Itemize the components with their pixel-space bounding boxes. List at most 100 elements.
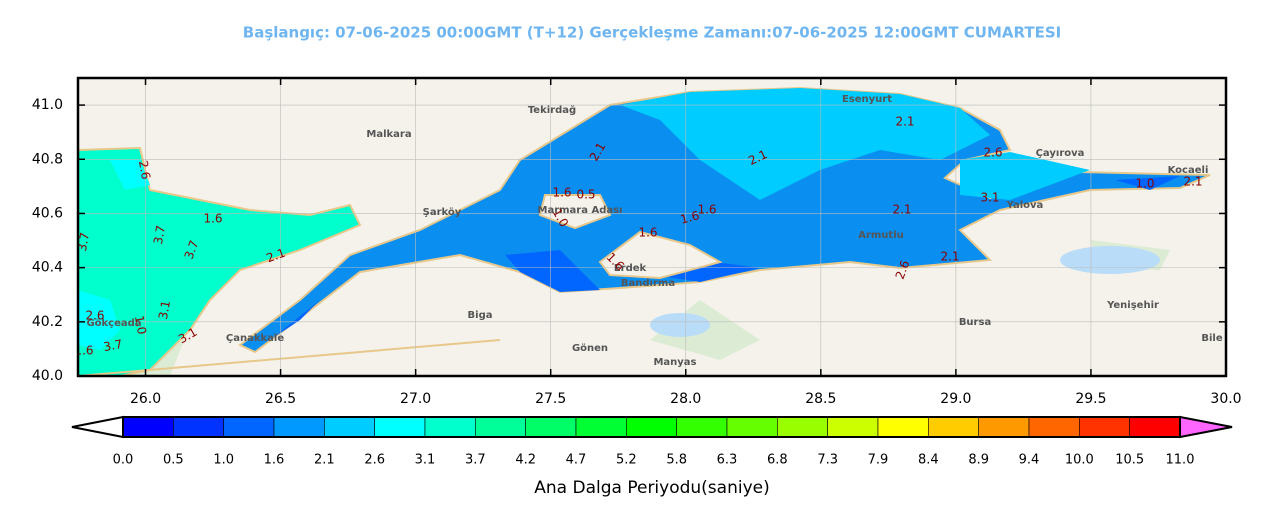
place-label: Erdek [614, 263, 647, 274]
aegean-sea [78, 146, 362, 376]
colorbar-swatch [676, 416, 728, 438]
colorbar-swatch [122, 416, 174, 438]
colorbar-swatch [626, 416, 677, 438]
contour-label: 3.7 [75, 231, 92, 252]
sea-north [620, 88, 1090, 200]
contour-label: 1.6 [638, 226, 657, 240]
colorbar-swatch [928, 416, 979, 438]
place-label: Çayırova [1036, 148, 1085, 159]
colorbar-tick-label: 11.0 [1166, 453, 1195, 468]
contour-label: 2.6 [893, 258, 913, 281]
colorbar-swatch [324, 416, 375, 438]
contour-label: 1.6 [552, 186, 571, 200]
colorbar-tick-label: 5.2 [616, 453, 637, 468]
lake [1060, 246, 1160, 274]
colorbar-tick-label: 1.6 [264, 453, 285, 468]
place-label: Manyas [653, 357, 696, 368]
place-label: Biga [468, 310, 493, 321]
colorbar-extend-min [71, 415, 124, 439]
contour-label: 2.6 [983, 146, 1002, 160]
map: Tekirdağ Çanakkale Bursa Yalova Kocaeli Bandı… [74, 78, 1226, 376]
colorbar-tick-label: 7.9 [868, 453, 889, 468]
contour-label: 2.6 [136, 159, 153, 180]
place-label: Malkara [366, 129, 411, 140]
colorbar-swatch [978, 416, 1030, 438]
y-tick-label: 40.2 [32, 314, 63, 330]
colorbar-swatch [173, 416, 224, 438]
contour-label: 3.7 [102, 337, 123, 354]
place-label: Armutlu [858, 230, 904, 241]
colorbar-swatch [827, 416, 879, 438]
place-label: Kocaeli [1168, 165, 1209, 176]
colorbar-tick-label: 10.0 [1065, 453, 1094, 468]
place-label: Yenişehir [1106, 300, 1159, 311]
x-tick-label: 27.0 [400, 391, 431, 407]
contour-label: 1.6 [697, 203, 716, 217]
lake [650, 313, 710, 337]
place-label: Bile [1201, 333, 1222, 344]
x-tick-label: 29.5 [1075, 391, 1106, 407]
y-tick-label: 41.0 [32, 97, 63, 113]
colorbar-swatch [374, 416, 426, 438]
colorbar-swatch [525, 416, 577, 438]
place-label: Yalova [1006, 200, 1044, 211]
place-label: Çanakkale [226, 333, 284, 344]
colorbar-tick-label: 8.4 [918, 453, 939, 468]
island [78, 194, 723, 376]
map-frame [76, 76, 1228, 378]
colorbar-tick-label: 8.9 [968, 453, 989, 468]
contour-label: 2.6 [85, 309, 104, 323]
colorbar-tick-label: 0.5 [163, 453, 184, 468]
x-tick-label: 28.0 [670, 391, 701, 407]
aegean-sea-light [78, 160, 150, 350]
colorbar-swatch [877, 416, 929, 438]
contour-label: 1.6 [203, 212, 222, 226]
contour-label: 1.6 [74, 344, 93, 358]
place-label: Bursa [959, 317, 991, 328]
contour-label: 1.6 [679, 208, 701, 226]
x-tick-label: 26.0 [130, 391, 161, 407]
place-label: Gökçeada [86, 318, 141, 329]
colorbar-label: Ana Dalga Periyodu(saniye) [534, 478, 769, 498]
colorbar-tick-label: 9.4 [1019, 453, 1040, 468]
colorbar-tick-label: 7.3 [817, 453, 838, 468]
contour-label: 3.7 [182, 238, 202, 261]
colorbar-tick-label: 3.1 [415, 453, 436, 468]
y-tick-label: 40.6 [32, 205, 63, 221]
contour-label: 2.1 [895, 115, 914, 129]
contour-label: 3.1 [156, 299, 173, 320]
colorbar-tick-label: 6.8 [767, 453, 788, 468]
x-tick-label: 29.0 [940, 391, 971, 407]
colorbar-tick-label: 2.6 [364, 453, 385, 468]
contour-label: 1.0 [132, 314, 149, 335]
colorbar-swatch [1129, 416, 1181, 438]
contour-label: 2.1 [264, 246, 287, 266]
x-tick-label: 26.5 [265, 391, 296, 407]
colorbar-swatch [1079, 416, 1130, 438]
place-label: Şarköy [423, 207, 462, 218]
colorbar-swatch [223, 416, 275, 438]
place-label: Bandırma [621, 278, 675, 289]
colorbar-tick-label: 1.0 [213, 453, 234, 468]
colorbar-tick-label: 4.7 [566, 453, 587, 468]
x-tick-label: 28.5 [805, 391, 836, 407]
contour-label: 0.5 [576, 188, 595, 202]
colorbar-swatch [424, 416, 476, 438]
x-tick-label: 27.5 [535, 391, 566, 407]
colorbar-swatch [1028, 416, 1080, 438]
x-tick-label: 30.0 [1210, 391, 1241, 407]
contour-label: 2.1 [940, 250, 959, 264]
colorbar-tick-label: 0.0 [113, 453, 134, 468]
contour-label: 2.1 [892, 203, 911, 217]
colorbar-tick-label: 4.2 [515, 453, 536, 468]
colorbar-tick-label: 5.8 [666, 453, 687, 468]
place-label: Marmara Adası [538, 205, 623, 216]
colorbar-tick-label: 10.5 [1115, 453, 1144, 468]
title: Başlangıç: 07-06-2025 00:00GMT (T+12) Ge… [243, 24, 1061, 42]
y-tick-label: 40.8 [32, 151, 63, 167]
contour-label: 2.1 [1183, 175, 1202, 189]
colorbar-tick-label: 3.7 [465, 453, 486, 468]
colorbar-swatch [726, 416, 778, 438]
contour-label: 3.7 [151, 224, 168, 245]
